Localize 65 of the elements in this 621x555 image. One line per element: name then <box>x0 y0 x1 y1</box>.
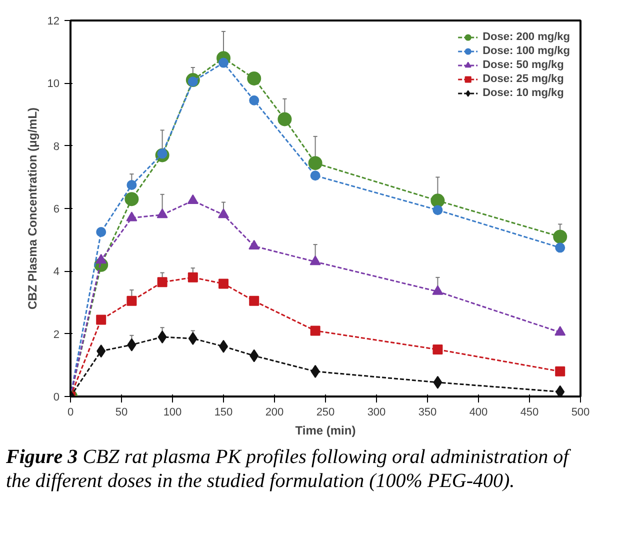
point <box>158 330 167 344</box>
point <box>187 194 198 204</box>
point <box>432 285 444 295</box>
point <box>127 338 136 352</box>
point <box>96 344 106 358</box>
legend-label: Dose: 200 mg/kg <box>482 30 570 44</box>
x-tick-label: 100 <box>163 406 182 418</box>
point <box>432 344 443 354</box>
legend-label: Dose: 10 mg/kg <box>482 86 564 100</box>
x-tick-label: 50 <box>115 406 128 418</box>
y-tick-label: 6 <box>53 204 60 216</box>
point <box>250 349 259 362</box>
point <box>188 332 198 346</box>
x-tick-label: 200 <box>265 406 284 418</box>
point <box>188 272 198 282</box>
point <box>96 254 107 264</box>
x-tick-label: 350 <box>418 406 437 418</box>
point <box>308 156 322 170</box>
point <box>278 112 292 126</box>
point <box>124 192 139 206</box>
y-tick-label: 0 <box>53 392 60 404</box>
x-tick-label: 300 <box>367 406 386 418</box>
point <box>218 278 228 289</box>
point <box>156 208 168 218</box>
caption: Figure 3 <box>6 446 78 468</box>
legend-label: Dose: 50 mg/kg <box>482 58 564 72</box>
point <box>126 180 137 190</box>
point <box>310 170 320 181</box>
point <box>218 58 228 68</box>
x-tick-label: 400 <box>469 406 488 418</box>
point <box>157 277 168 288</box>
legend-label: Dose: 25 mg/kg <box>482 72 564 86</box>
y-tick-label: 10 <box>47 78 60 90</box>
x-tick-label: 250 <box>316 406 335 418</box>
y-tick-label: 4 <box>53 266 60 278</box>
point <box>96 314 106 325</box>
x-tick-label: 450 <box>520 406 539 418</box>
point <box>553 230 568 244</box>
y-axis-title: CBZ Plasma Concentration (μg/mL) <box>25 107 40 310</box>
point <box>249 296 260 306</box>
point <box>310 364 320 378</box>
x-axis-title: Time (min) <box>295 424 356 438</box>
point <box>430 194 445 208</box>
point <box>249 95 260 106</box>
point <box>555 242 566 253</box>
point <box>96 227 106 237</box>
legend-label: Dose: 100 mg/kg <box>482 44 570 58</box>
y-tick-label: 2 <box>53 328 60 341</box>
x-tick-label: 0 <box>67 406 74 418</box>
y-tick-label: 12 <box>47 16 60 28</box>
point <box>310 255 321 266</box>
point <box>248 240 260 250</box>
point <box>247 71 262 86</box>
point <box>126 212 138 222</box>
point <box>555 366 566 376</box>
point <box>126 296 137 306</box>
point <box>554 326 566 336</box>
point <box>310 326 320 336</box>
point <box>432 205 443 216</box>
x-tick-label: 150 <box>214 406 233 418</box>
y-tick-label: 8 <box>53 140 60 153</box>
x-tick-label: 500 <box>571 406 590 418</box>
point <box>556 385 565 396</box>
point <box>433 376 442 389</box>
point <box>218 208 229 218</box>
